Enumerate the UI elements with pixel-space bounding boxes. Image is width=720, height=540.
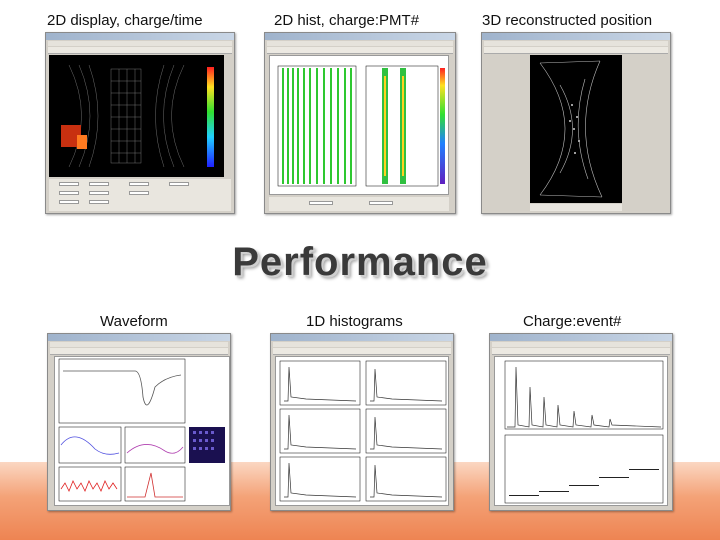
controls-area	[49, 179, 231, 211]
window-menubar	[50, 342, 228, 347]
window-titlebar	[271, 334, 453, 341]
caption-waveform: Waveform	[100, 313, 168, 330]
window-titlebar	[48, 334, 230, 341]
caption-2d-hist: 2D hist, charge:PMT#	[274, 12, 420, 29]
window-tabbar	[273, 348, 451, 355]
reconstruction-3d-canvas	[530, 55, 622, 203]
screenshot-2d-display	[45, 32, 235, 214]
window-tabbar	[267, 47, 453, 54]
control-field[interactable]	[89, 200, 109, 204]
window-titlebar	[265, 33, 455, 40]
control-field[interactable]	[59, 200, 79, 204]
controls-area	[269, 197, 449, 211]
window-menubar	[48, 41, 232, 46]
controls-area	[530, 204, 622, 211]
window-titlebar	[482, 33, 670, 40]
window-menubar	[273, 342, 451, 347]
window-menubar	[492, 342, 670, 347]
screenshot-charge-event	[489, 333, 673, 511]
hist-2d-canvas	[269, 55, 449, 195]
histograms-1d-canvas	[275, 356, 449, 506]
control-field[interactable]	[89, 191, 109, 195]
window-tabbar	[50, 348, 228, 355]
window-tabbar	[48, 47, 232, 54]
window-tabbar	[492, 348, 670, 355]
screenshot-3d-position	[481, 32, 671, 214]
caption-2d-display: 2D display, charge/time	[47, 12, 203, 29]
caption-3d-position: 3D reconstructed position	[482, 12, 653, 29]
caption-1d-histograms: 1D histograms	[306, 313, 403, 330]
window-titlebar	[46, 33, 234, 40]
window-menubar	[267, 41, 453, 46]
window-tabbar	[484, 47, 668, 54]
waveform-canvas	[54, 356, 230, 506]
caption-charge-event: Charge:event#	[523, 313, 622, 330]
control-field[interactable]	[129, 182, 149, 186]
control-field[interactable]	[59, 191, 79, 195]
control-field[interactable]	[369, 201, 393, 205]
control-field[interactable]	[169, 182, 189, 186]
charge-event-canvas	[494, 356, 668, 506]
control-field[interactable]	[89, 182, 109, 186]
screenshot-2d-hist	[264, 32, 456, 214]
page-title: Performance	[232, 240, 488, 284]
screenshot-waveform	[47, 333, 231, 511]
screenshot-1d-histograms	[270, 333, 454, 511]
event-display-canvas	[49, 55, 224, 177]
window-titlebar	[490, 334, 672, 341]
control-field[interactable]	[129, 191, 149, 195]
window-menubar	[484, 41, 668, 46]
control-field[interactable]	[309, 201, 333, 205]
control-field[interactable]	[59, 182, 79, 186]
